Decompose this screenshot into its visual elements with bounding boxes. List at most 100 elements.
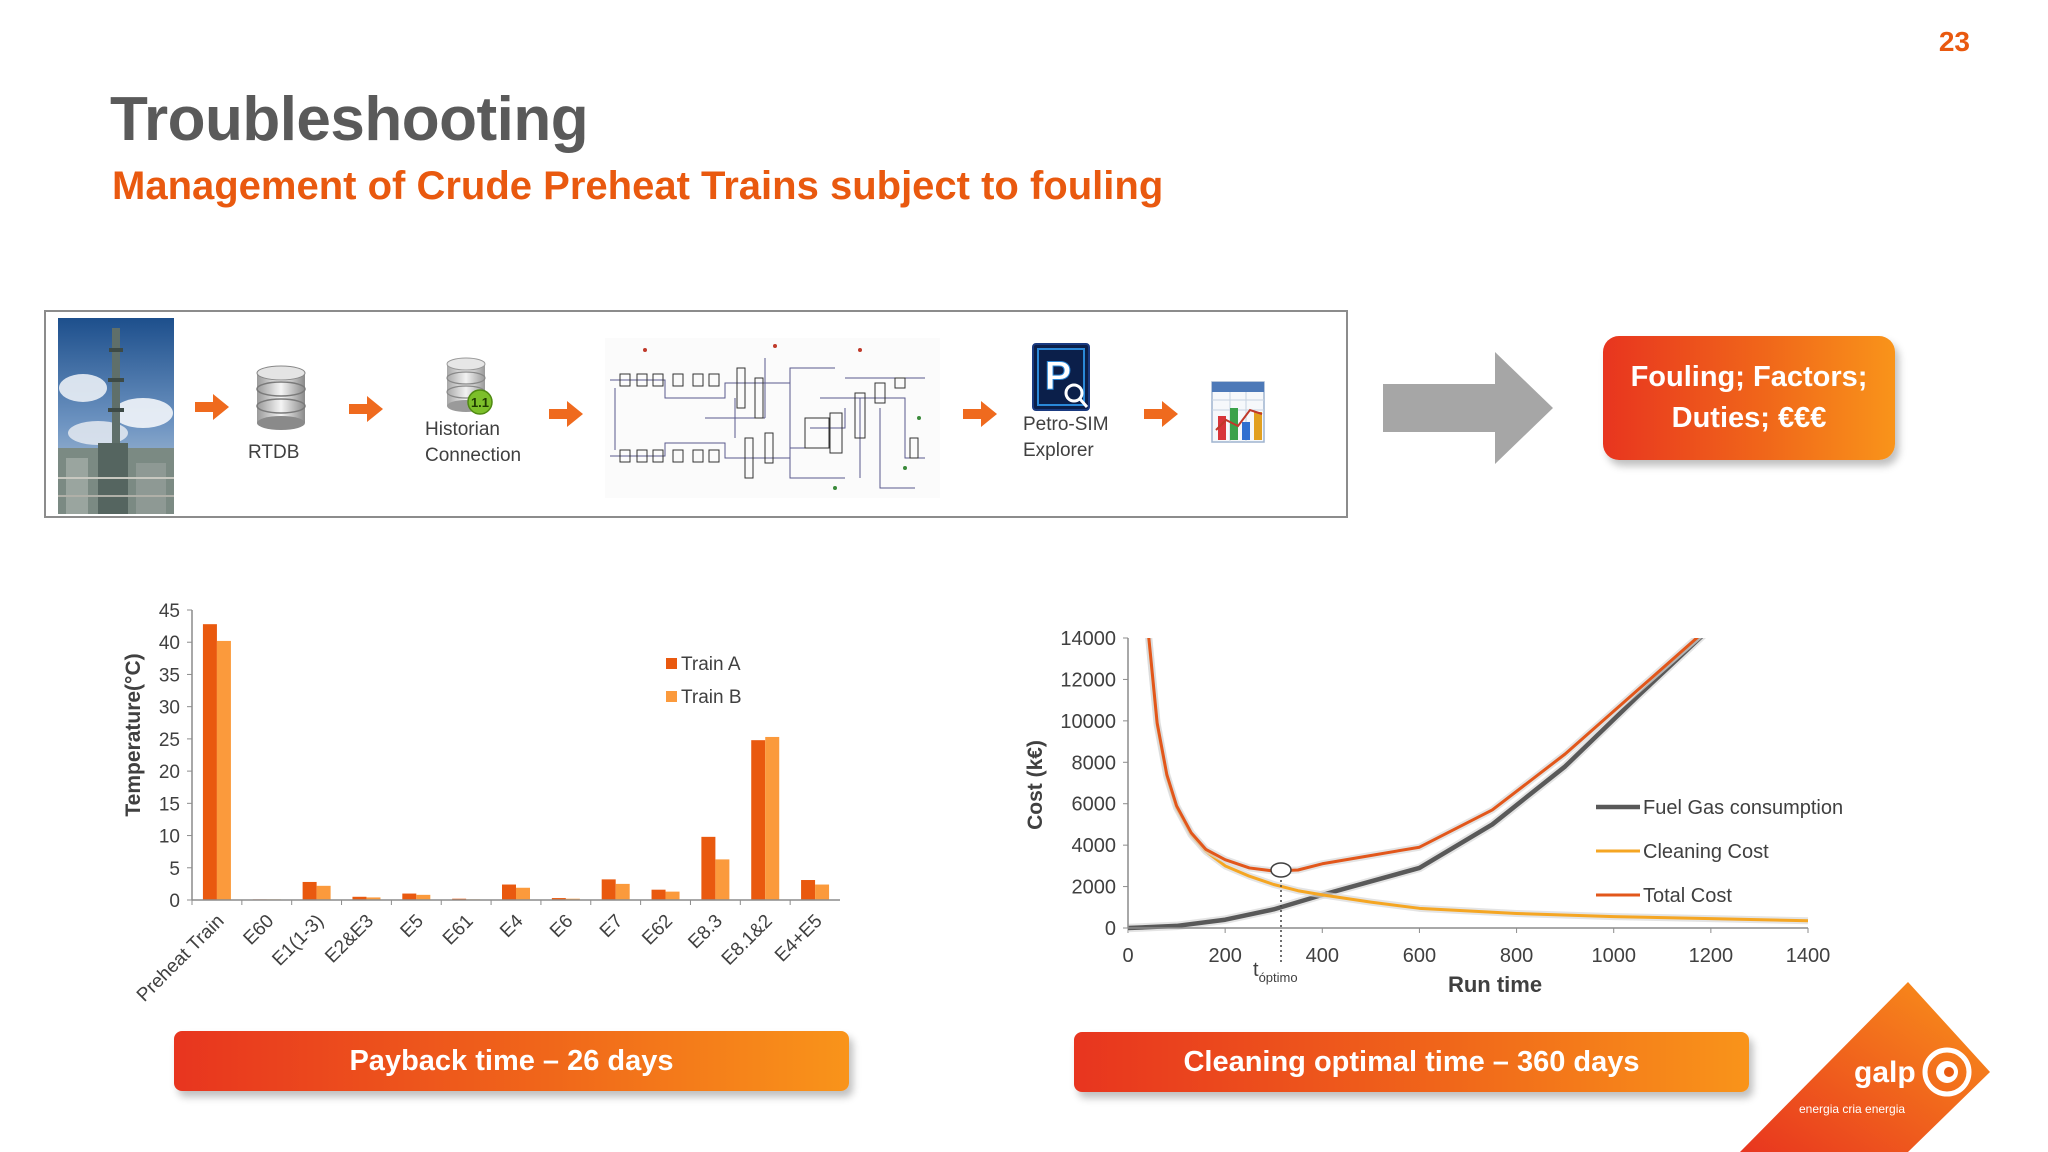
result-box: Fouling; Factors; Duties; €€€ xyxy=(1603,336,1895,460)
bar-chart-y-tick-label: 5 xyxy=(169,859,180,880)
line-chart-x-tick-label: 800 xyxy=(1500,945,1533,967)
petro-sim-label-line: Explorer xyxy=(1023,440,1094,461)
line-chart-x-tick-label: 1200 xyxy=(1689,945,1734,967)
line-chart-y-tick-label: 14000 xyxy=(1060,628,1116,650)
legend-label: Total Cost xyxy=(1643,885,1732,907)
rtdb-label: RTDB xyxy=(248,442,300,463)
bar-chart-y-tick-label: 25 xyxy=(159,730,180,751)
bar-train-a xyxy=(202,624,217,900)
legend-label: Train A xyxy=(681,654,741,675)
line-chart-y-tick-label: 4000 xyxy=(1072,835,1117,857)
line-chart-y-tick-label: 2000 xyxy=(1072,877,1117,899)
bar-chart-x-tick-label: E7 xyxy=(596,911,627,942)
bar-chart-x-tick-label: E5 xyxy=(397,911,428,942)
flow-arrow-icon xyxy=(549,401,583,427)
bar-chart-x-tick-label: E4 xyxy=(496,910,528,942)
legend-swatch xyxy=(666,691,677,702)
line-chart-x-tick-label: 600 xyxy=(1403,945,1436,967)
database-icon xyxy=(256,365,306,430)
galp-logo: galp energia cria energia xyxy=(1740,982,1990,1152)
series-line-cleaning-cost xyxy=(1147,638,1809,923)
legend-swatch xyxy=(666,658,677,669)
bar-chart-x-tick-label: Preheat Train xyxy=(133,911,229,1007)
optimum-label: tóptimo xyxy=(1253,959,1298,985)
payback-banner: Payback time – 26 days xyxy=(174,1031,849,1091)
bar-chart-y-tick-label: 0 xyxy=(169,891,180,912)
bar-train-a xyxy=(601,879,616,900)
bar-train-a xyxy=(551,898,566,900)
bar-train-a xyxy=(502,884,516,900)
bar-train-b xyxy=(815,884,830,900)
bar-chart-x-tick-label: E6 xyxy=(546,911,577,942)
historian-label-line: Connection xyxy=(425,445,522,466)
temperature-bar-chart: Temperature(°C) 0 5 10 15 20 25 30 35 40 45 Prehe… xyxy=(122,601,840,1007)
legend-label: Cleaning Cost xyxy=(1643,841,1769,863)
historian-label: Historian Connection xyxy=(425,417,521,469)
bar-chart-y-tick-label: 45 xyxy=(159,601,180,622)
line-chart-y-tick-label: 10000 xyxy=(1060,711,1116,733)
line-chart-x-tick-label: 200 xyxy=(1208,945,1241,967)
bar-chart-y-axis-label: Temperature(°C) xyxy=(122,653,145,816)
bar-chart-x-tick-label: E4+E5 xyxy=(771,911,827,967)
cost-line-chart: Cost (k€) Run time 020004000600080001000… xyxy=(1024,628,1843,997)
bar-train-a xyxy=(402,893,417,900)
refinery-photo xyxy=(58,318,174,514)
galp-logo-name: galp xyxy=(1854,1056,1916,1089)
process-flowsheet-diagram xyxy=(605,338,940,498)
line-chart-x-tick-label: 1400 xyxy=(1786,945,1831,967)
bar-train-b xyxy=(316,885,331,900)
bar-chart-x-tick-label: E62 xyxy=(638,911,677,950)
line-chart-x-tick-label: 0 xyxy=(1122,945,1133,967)
line-chart-x-tick-label: 400 xyxy=(1306,945,1339,967)
bar-train-b xyxy=(665,891,680,900)
bar-train-b xyxy=(416,894,431,900)
report-chart-icon xyxy=(1211,381,1265,443)
historian-label-line: Historian xyxy=(425,419,500,440)
slide-title: Troubleshooting xyxy=(110,85,589,154)
petro-sim-label-line: Petro-SIM xyxy=(1023,414,1109,435)
line-chart-y-tick-label: 12000 xyxy=(1060,669,1116,691)
bar-chart-y-tick-label: 40 xyxy=(159,633,180,654)
bar-train-a xyxy=(352,896,367,900)
bar-chart-x-tick-label: E2&E3 xyxy=(321,911,378,968)
line-chart-y-tick-label: 6000 xyxy=(1072,794,1117,816)
bar-train-b xyxy=(615,883,630,900)
bar-chart-y-tick-label: 15 xyxy=(159,794,180,815)
bar-chart-y-tick-label: 35 xyxy=(159,665,180,686)
line-chart-x-tick-label: 1000 xyxy=(1591,945,1636,967)
galp-logo-tagline: energia cria energia xyxy=(1799,1102,1905,1116)
bar-train-b xyxy=(765,736,780,900)
bar-train-b xyxy=(516,887,530,900)
slide-subtitle: Management of Crude Preheat Trains subje… xyxy=(112,164,1164,208)
bar-chart-x-tick-label: E8.1&2 xyxy=(718,911,777,970)
legend-label: Fuel Gas consumption xyxy=(1643,797,1843,819)
line-chart-x-axis-label: Run time xyxy=(1448,972,1542,997)
flow-arrow-icon xyxy=(1144,401,1178,427)
cleaning-banner: Cleaning optimal time – 360 days xyxy=(1074,1032,1749,1092)
bar-chart-y-tick-label: 20 xyxy=(159,762,180,783)
flow-arrow-icon xyxy=(963,401,997,427)
bar-train-a xyxy=(801,880,816,900)
page-number: 23 xyxy=(1938,26,1970,57)
line-chart-y-axis-label: Cost (k€) xyxy=(1024,740,1047,830)
bar-chart-y-tick-label: 30 xyxy=(159,698,180,719)
bar-train-a xyxy=(651,889,666,900)
bar-chart-y-tick-label: 10 xyxy=(159,827,180,848)
result-line: Fouling; Factors; xyxy=(1630,361,1868,393)
bar-chart-x-tick-label: E8.3 xyxy=(684,911,726,953)
line-chart-y-tick-label: 0 xyxy=(1105,918,1116,940)
flow-arrow-icon xyxy=(195,394,229,420)
series-line-fuel-gas-consumption xyxy=(1128,638,1704,931)
bar-train-a xyxy=(751,740,766,900)
result-arrow-icon xyxy=(1383,352,1553,464)
series-shadow xyxy=(1145,638,1703,875)
result-line: Duties; €€€ xyxy=(1671,402,1827,434)
bar-train-b xyxy=(715,859,730,900)
petro-sim-label: Petro-SIM Explorer xyxy=(1023,412,1109,464)
bar-train-a xyxy=(701,836,716,900)
historian-badge: 1.1 xyxy=(471,395,489,410)
optimum-marker xyxy=(1270,862,1292,878)
historian-database-icon: 1.1 xyxy=(446,357,493,415)
bar-chart-x-tick-label: E1(1-3) xyxy=(268,911,328,971)
flow-arrow-icon xyxy=(349,396,383,422)
